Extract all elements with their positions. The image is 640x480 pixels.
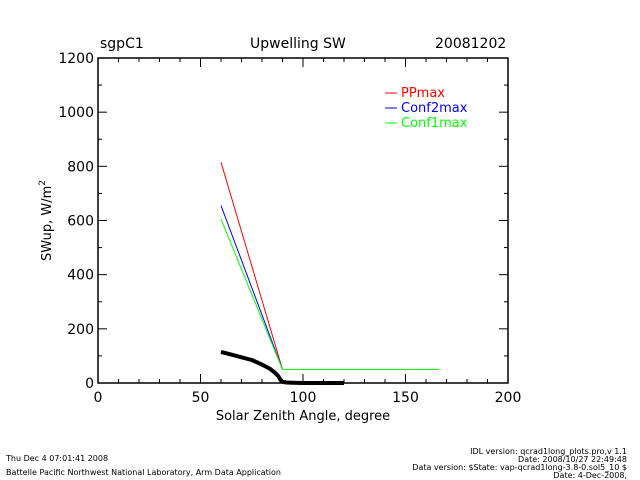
y-axis-label-superscript: 2 [38, 180, 48, 186]
x-axis-label: Solar Zenith Angle, degree [216, 409, 390, 424]
series-line-conf1max [220, 218, 439, 370]
date-label: 20081202 [435, 36, 507, 52]
footer-org: Battelle Pacific Northwest National Labo… [6, 468, 281, 477]
series-line-observed [220, 349, 344, 385]
x-tick-label: 200 [495, 390, 522, 406]
y-tick-label: 1000 [58, 105, 94, 121]
legend-label: Conf2max [401, 101, 468, 116]
legend-label: Conf1max [401, 116, 468, 131]
series-line-ppmax [220, 162, 439, 370]
series-line-conf2max [220, 205, 439, 370]
y-tick-label: 800 [67, 159, 94, 175]
x-tick-label: 150 [392, 390, 419, 406]
y-axis-label: SWup, W/m2 [38, 180, 55, 261]
legend-label: PPmax [401, 86, 445, 101]
chart-title: Upwelling SW [250, 36, 346, 52]
x-tick-label: 50 [192, 390, 210, 406]
footer-idl-version: IDL version: qcrad1long_plots.pro,v 1.1 [470, 447, 627, 456]
site-label: sgpC1 [100, 36, 144, 52]
y-tick-label: 400 [67, 268, 94, 284]
x-tick-label: 0 [94, 390, 103, 406]
y-tick-label: 0 [85, 376, 94, 392]
x-tick-label: 100 [290, 390, 317, 406]
footer-date2: Date: 4-Dec-2008, [553, 471, 627, 480]
footer-data-version: Data version: $State: vap-qcrad1long-3.8… [412, 463, 627, 472]
y-tick-label: 600 [67, 214, 94, 230]
footer-timestamp: Thu Dec 4 07:01:41 2008 [6, 454, 109, 463]
footer-date-line: Date: 2008/10/27 22:49:48 [518, 455, 627, 464]
y-tick-label: 200 [67, 322, 94, 338]
y-tick-label: 1200 [58, 51, 94, 67]
